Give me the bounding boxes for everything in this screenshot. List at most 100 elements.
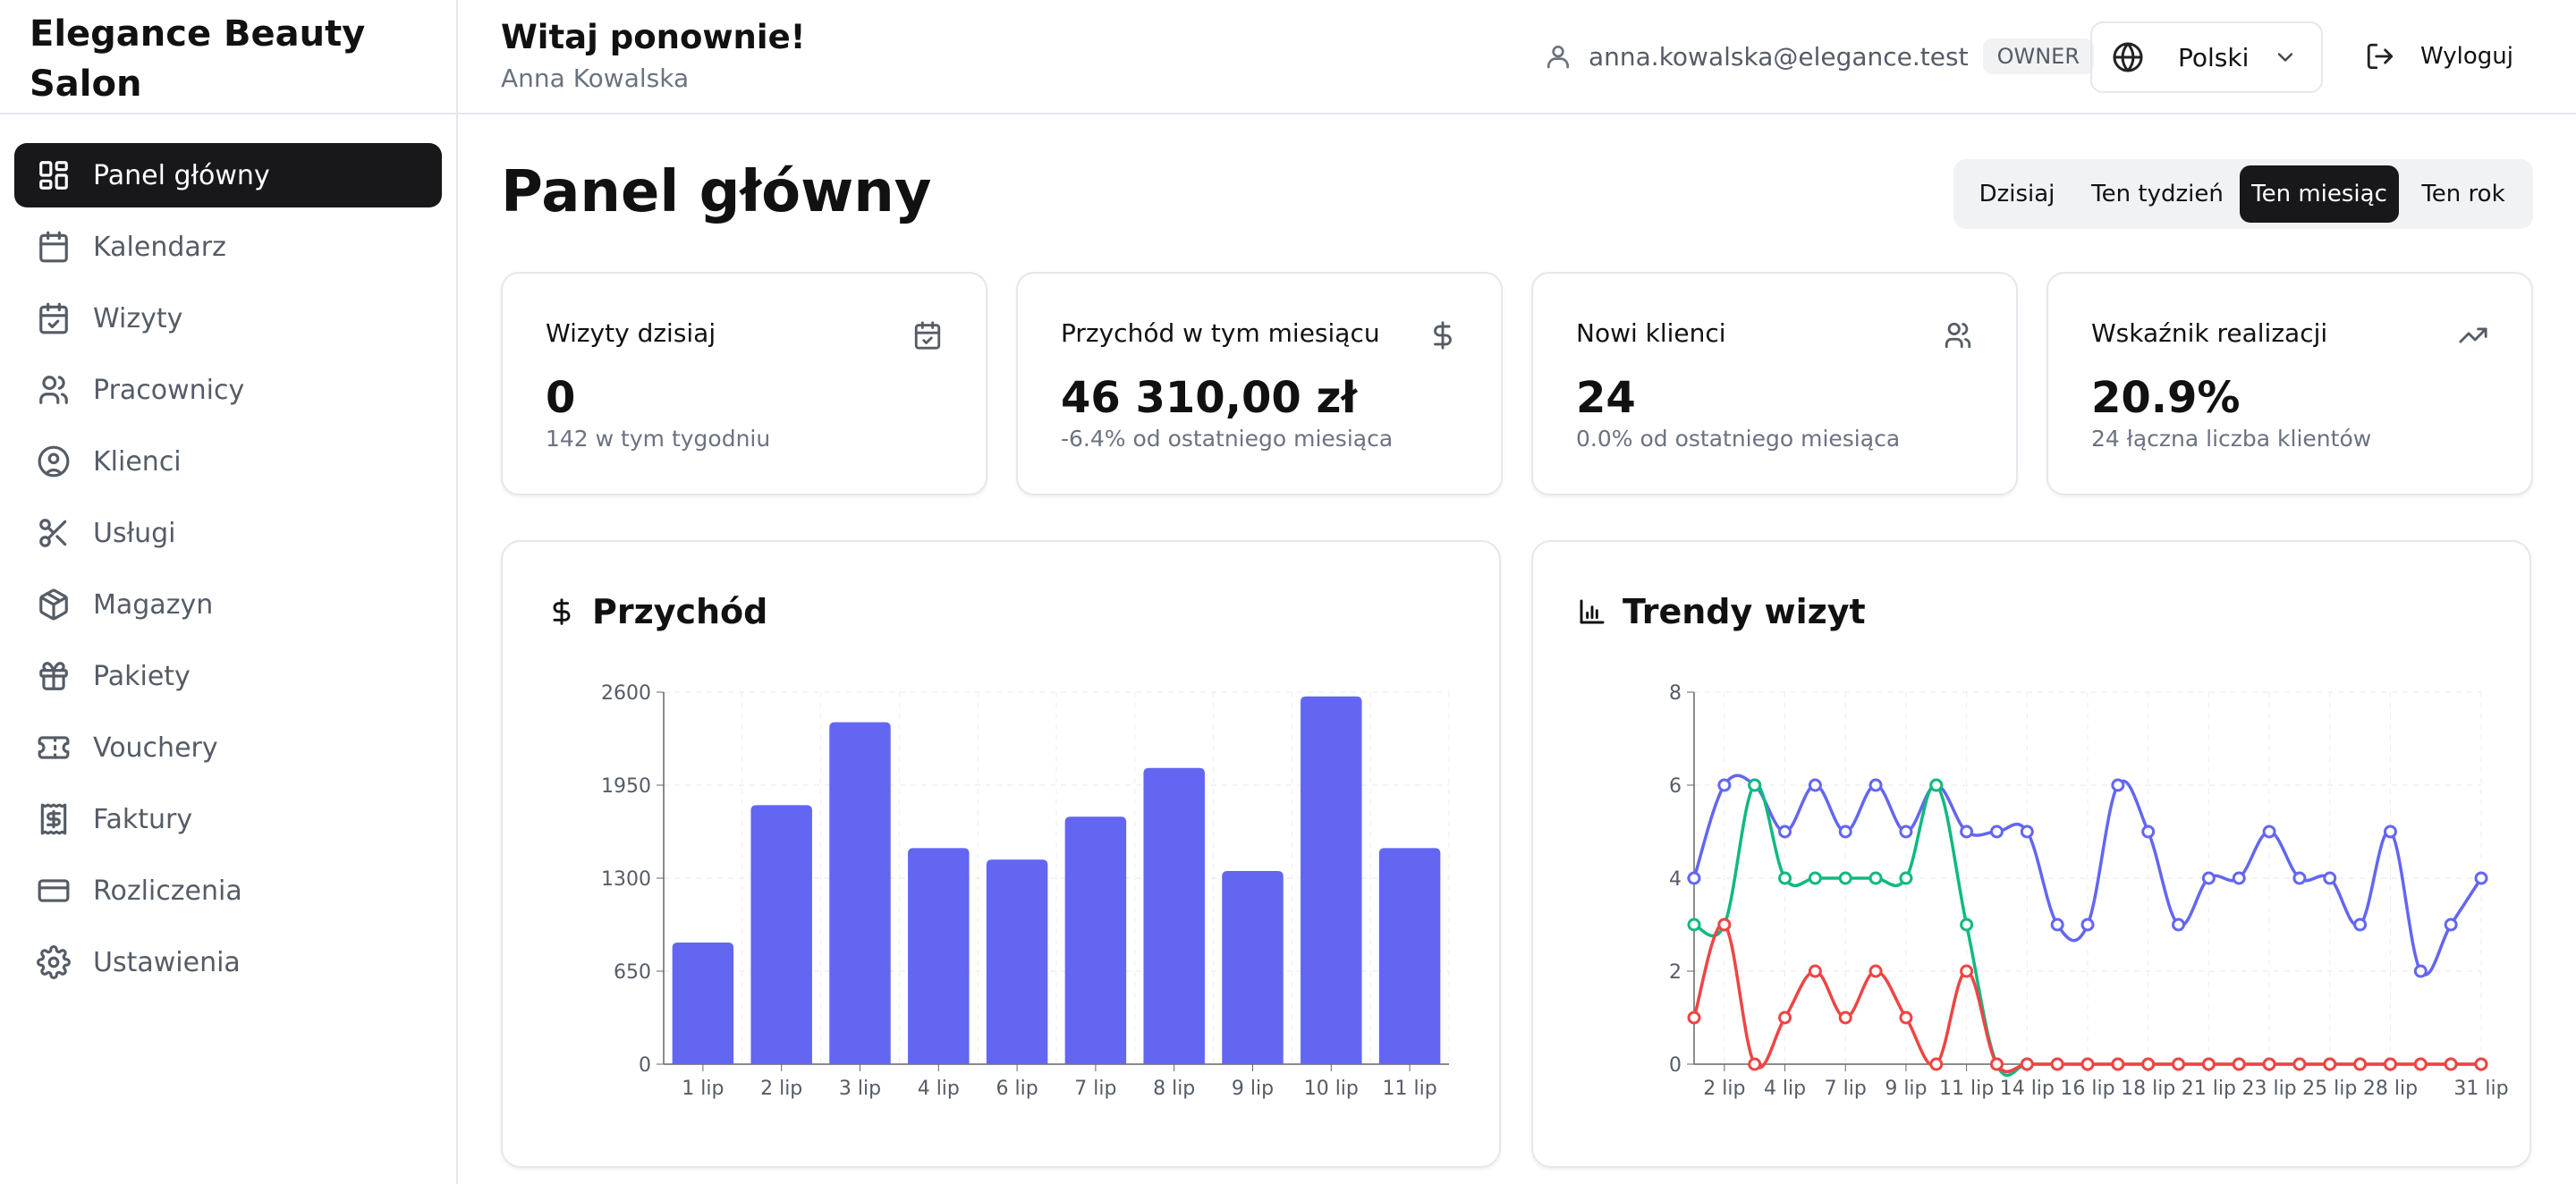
y-tick-label: 2 bbox=[1669, 961, 1682, 984]
series-point-2 bbox=[2172, 1057, 2186, 1071]
series-point-2 bbox=[1808, 964, 1822, 978]
sidebar-item-dashboard[interactable]: Panel główny bbox=[14, 143, 442, 207]
revenue-bar bbox=[1301, 696, 1362, 1064]
series-point-0 bbox=[2080, 918, 2095, 932]
globe-icon bbox=[2113, 42, 2143, 72]
series-point-2 bbox=[2383, 1057, 2397, 1071]
range-this-week[interactable]: Ten tydzień bbox=[2091, 181, 2224, 207]
x-tick-label: 1 lip bbox=[682, 1078, 724, 1100]
sidebar-item-label: Klienci bbox=[93, 445, 182, 478]
series-point-2 bbox=[1687, 1011, 1701, 1025]
revenue-bar-chart: 0 650 1300 1950 2600 1 lip 2 lip 3 lip 4 lip 6 li… bbox=[601, 682, 1450, 1100]
user-circle-icon bbox=[36, 444, 72, 479]
logout-label: Wyloguj bbox=[2420, 43, 2513, 70]
x-tick-label: 14 lip bbox=[2000, 1078, 2055, 1100]
series-point-0 bbox=[1808, 778, 1822, 792]
series-point-1 bbox=[1748, 778, 1762, 792]
x-tick-label: 4 lip bbox=[918, 1078, 960, 1100]
sidebar-item-services[interactable]: Usługi bbox=[14, 501, 442, 565]
kpi-sub: 142 w tym tygodniu bbox=[546, 426, 771, 452]
receipt-icon bbox=[36, 801, 72, 837]
series-point-0 bbox=[2383, 825, 2397, 839]
series-point-2 bbox=[1989, 1057, 2004, 1071]
series-point-2 bbox=[2020, 1057, 2034, 1071]
kpi-value: 20.9% bbox=[2091, 373, 2241, 423]
kpi-sub: 24 łączna liczba klientów bbox=[2091, 426, 2372, 452]
x-tick-label: 11 lip bbox=[1383, 1078, 1437, 1100]
sidebar-item-warehouse[interactable]: Magazyn bbox=[14, 572, 442, 637]
kpi-card-new-clients: Nowi klienci 24 0.0% od ostatniego miesi… bbox=[1531, 272, 2018, 495]
series-point-0 bbox=[1778, 825, 1792, 839]
series-point-0 bbox=[1687, 871, 1701, 885]
x-tick-label: 8 lip bbox=[1153, 1078, 1195, 1100]
range-this-year[interactable]: Ten rok bbox=[2421, 181, 2505, 207]
series-point-2 bbox=[2050, 1057, 2064, 1071]
sidebar-nav: Panel główny Kalendarz Wizyty Pracownicy… bbox=[0, 114, 456, 994]
scissors-icon bbox=[36, 515, 72, 551]
series-point-1 bbox=[1899, 871, 1913, 885]
kpi-label: Wskaźnik realizacji bbox=[2091, 318, 2328, 348]
series-point-0 bbox=[1989, 825, 2004, 839]
package-icon bbox=[36, 587, 72, 622]
logout-button[interactable]: Wyloguj bbox=[2365, 36, 2513, 77]
calendar-check-icon bbox=[36, 300, 72, 336]
series-point-2 bbox=[2262, 1057, 2276, 1071]
series-point-0 bbox=[2444, 918, 2458, 932]
sidebar-item-label: Faktury bbox=[93, 803, 193, 835]
sidebar-item-invoices[interactable]: Faktury bbox=[14, 787, 442, 851]
app-name: Elegance Beauty Salon bbox=[30, 13, 366, 105]
revenue-bar bbox=[672, 943, 734, 1064]
series-point-2 bbox=[2413, 1057, 2428, 1071]
sidebar-item-billing[interactable]: Rozliczenia bbox=[14, 858, 442, 923]
revenue-bar bbox=[1064, 816, 1127, 1064]
user-icon bbox=[1547, 46, 1569, 69]
x-tick-label: 11 lip bbox=[1939, 1078, 1994, 1100]
series-point-0 bbox=[2201, 871, 2216, 885]
sidebar-item-label: Wizyty bbox=[93, 302, 183, 334]
range-this-month[interactable]: Ten miesiąc bbox=[2240, 165, 2399, 223]
kpi-card-revenue: Przychód w tym miesiącu 46 310,00 zł -6.… bbox=[1016, 272, 1503, 495]
sidebar-item-calendar[interactable]: Kalendarz bbox=[14, 215, 442, 279]
series-point-2 bbox=[2201, 1057, 2216, 1071]
role-badge: OWNER bbox=[1982, 38, 2094, 74]
series-point-0 bbox=[1868, 778, 1883, 792]
brand: Elegance Beauty Salon bbox=[0, 0, 456, 114]
x-tick-label: 7 lip bbox=[1825, 1078, 1867, 1100]
sidebar-item-appointments[interactable]: Wizyty bbox=[14, 286, 442, 351]
dashboard-icon bbox=[36, 157, 72, 193]
trends-card-header: Trendy wizyt bbox=[1578, 587, 1866, 637]
series-point-0 bbox=[1717, 778, 1732, 792]
x-tick-label: 25 lip bbox=[2302, 1078, 2357, 1100]
series-point-2 bbox=[1868, 964, 1883, 978]
series-point-2 bbox=[1778, 1011, 1792, 1025]
sidebar-item-label: Usługi bbox=[93, 517, 176, 549]
sidebar-item-vouchers[interactable]: Vouchery bbox=[14, 715, 442, 780]
sidebar-item-clients[interactable]: Klienci bbox=[14, 429, 442, 494]
top-header: Witaj ponownie! Anna Kowalska anna.kowal… bbox=[458, 0, 2576, 114]
series-point-0 bbox=[2111, 778, 2125, 792]
dollar-icon bbox=[553, 598, 571, 625]
sidebar-item-label: Ustawienia bbox=[93, 946, 241, 978]
language-select[interactable]: Polski bbox=[2090, 21, 2323, 93]
sidebar-item-employees[interactable]: Pracownicy bbox=[14, 358, 442, 422]
sidebar-item-packages[interactable]: Pakiety bbox=[14, 644, 442, 708]
credit-card-icon bbox=[36, 873, 72, 909]
series-point-1 bbox=[1960, 918, 1974, 932]
x-tick-label: 10 lip bbox=[1304, 1078, 1359, 1100]
date-range-tabs: Dzisiaj Ten tydzień Ten miesiąc Ten rok bbox=[1953, 159, 2533, 229]
series-point-2 bbox=[2292, 1057, 2307, 1071]
revenue-bar bbox=[908, 848, 970, 1064]
sidebar-item-label: Pracownicy bbox=[93, 374, 245, 406]
y-tick-label: 1950 bbox=[601, 775, 651, 798]
series-point-2 bbox=[1717, 918, 1732, 932]
sidebar-item-settings[interactable]: Ustawienia bbox=[14, 930, 442, 994]
series-point-2 bbox=[2232, 1057, 2246, 1071]
range-today[interactable]: Dzisiaj bbox=[1979, 181, 2055, 207]
y-tick-label: 4 bbox=[1669, 868, 1682, 891]
series-point-1 bbox=[1687, 918, 1701, 932]
users-icon bbox=[1943, 320, 1973, 351]
sidebar-item-label: Vouchery bbox=[93, 732, 218, 764]
kpi-sub: -6.4% od ostatniego miesiąca bbox=[1061, 426, 1394, 452]
logout-icon bbox=[2367, 43, 2394, 70]
kpi-value: 24 bbox=[1576, 373, 1636, 423]
